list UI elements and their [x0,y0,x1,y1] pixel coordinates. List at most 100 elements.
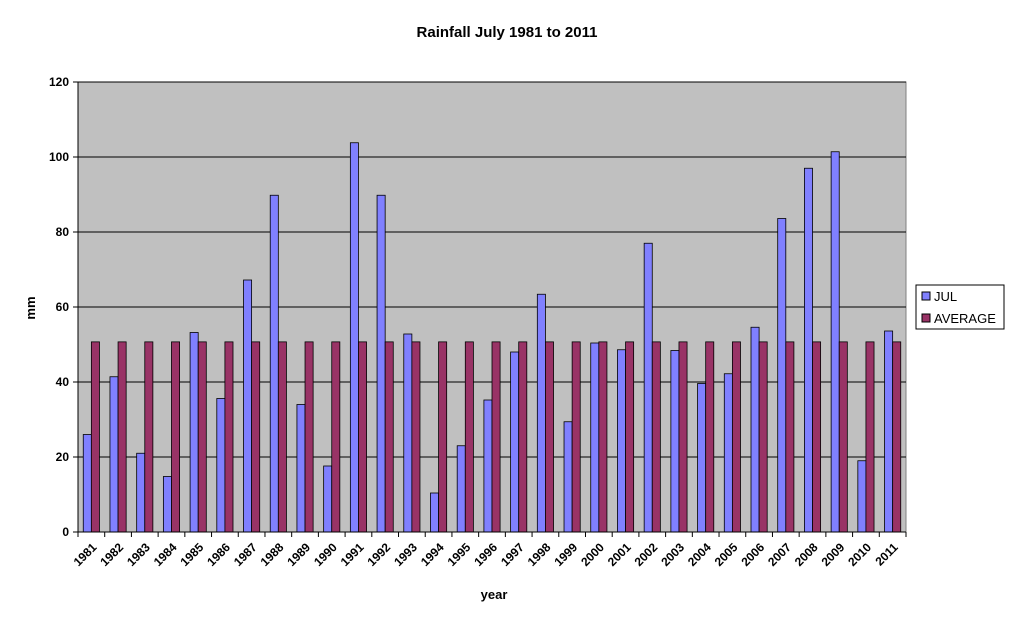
x-tick-label: 1984 [151,540,180,569]
bar-jul-1995 [456,445,466,533]
x-tick-label: 1997 [498,540,527,569]
bar-jul-1987 [243,279,253,533]
x-tick-label: 2008 [792,540,821,569]
x-tick-label: 2003 [658,540,687,569]
bar-average-2010 [865,341,875,533]
bar-average-1991 [358,341,367,533]
bar-average-2011 [892,341,902,533]
x-tick-label: 1981 [71,540,100,569]
bar-average-2009 [838,341,848,533]
bar-jul-1990 [323,465,333,533]
bar-jul-1982 [109,376,119,533]
x-tick-label: 2004 [685,540,714,569]
bar-jul-1988 [269,194,279,533]
bar-jul-1998 [536,293,546,533]
bar-jul-1996 [483,399,493,533]
x-tick-label: 2005 [712,540,741,569]
bar-average-2000 [598,341,608,533]
bar-jul-1986 [216,398,226,533]
x-tick-labels: 1981198219831984198519861987198819891990… [71,540,901,569]
bar-average-2005 [731,341,741,533]
bar-average-2003 [678,341,688,533]
bar-average-1990 [331,341,341,533]
bar-average-1992 [384,341,394,533]
x-tick-label: 1987 [231,540,260,569]
bar-jul-2000 [590,342,600,533]
bar-jul-1994 [430,492,439,533]
bar-jul-1992 [376,194,386,533]
bar-average-1986 [224,341,234,533]
bar-jul-2007 [777,218,787,533]
x-tick-label: 1992 [365,540,394,569]
y-axis-label: mm [23,296,38,319]
x-tick-label: 1988 [258,540,287,569]
bar-average-2007 [785,341,795,533]
bars [82,142,902,533]
bar-average-1998 [545,341,554,533]
bar-jul-2004 [697,383,707,533]
x-tick-label: 2009 [819,540,848,569]
y-tick-label: 100 [49,150,69,164]
bar-jul-1997 [510,351,520,533]
x-tick-label: 2007 [765,540,794,569]
bar-jul-2010 [857,460,867,533]
bar-average-1999 [571,341,581,533]
y-tick-label: 60 [56,300,70,314]
x-tick-label: 1991 [338,540,367,569]
bar-jul-2006 [750,326,760,533]
legend-label-average: AVERAGE [934,311,996,326]
legend-label-jul: JUL [934,289,957,304]
x-tick-label: 1998 [525,540,554,569]
chart-title: Rainfall July 1981 to 2011 [417,24,598,41]
x-tick-label: 1989 [284,540,313,569]
bar-average-2006 [758,341,768,533]
bar-jul-1991 [349,142,359,533]
bar-average-1996 [491,341,501,533]
y-tick-label: 20 [56,450,70,464]
bar-average-2008 [812,341,822,533]
x-tick-label: 2001 [605,540,634,569]
legend-swatch-average [921,313,931,323]
bar-jul-1985 [189,332,199,533]
bar-jul-2011 [884,330,894,533]
x-tick-label: 2010 [845,540,874,569]
bar-jul-2001 [617,349,626,533]
bar-average-1995 [464,341,474,533]
x-tick-label: 2000 [578,540,607,569]
bar-average-1989 [304,341,314,533]
bar-jul-2003 [670,350,680,533]
y-tick-label: 0 [62,525,69,539]
x-tick-label: 1990 [311,540,340,569]
x-axis-label: year [481,587,508,602]
legend: JUL AVERAGE [915,284,1005,330]
bar-jul-1999 [563,421,573,533]
bar-average-1985 [197,341,207,533]
x-tick-label: 1996 [471,540,500,569]
bar-jul-1989 [296,404,306,533]
bar-average-2004 [705,341,715,533]
bar-jul-1984 [162,476,172,533]
x-tick-label: 1993 [391,540,420,569]
x-tick-label: 1986 [204,540,233,569]
bar-average-1997 [518,341,528,533]
bar-average-2001 [625,341,635,533]
legend-swatch-jul [921,291,931,301]
bar-average-1994 [438,341,448,533]
x-tick-label: 1999 [551,540,580,569]
bar-average-1981 [90,341,100,533]
bar-jul-2009 [830,151,840,533]
y-tick-label: 40 [56,375,70,389]
x-tick-label: 2002 [632,540,661,569]
axes [73,81,907,537]
bar-jul-1981 [82,434,92,533]
bar-jul-1993 [403,333,413,533]
x-tick-label: 1982 [97,540,126,569]
bar-jul-2005 [723,373,733,533]
y-tick-label: 120 [49,75,69,89]
y-tick-label: 80 [56,225,70,239]
legend-box [915,284,1005,330]
x-tick-label: 1983 [124,540,153,569]
bar-jul-2008 [804,167,813,533]
x-tick-label: 1994 [418,540,447,569]
